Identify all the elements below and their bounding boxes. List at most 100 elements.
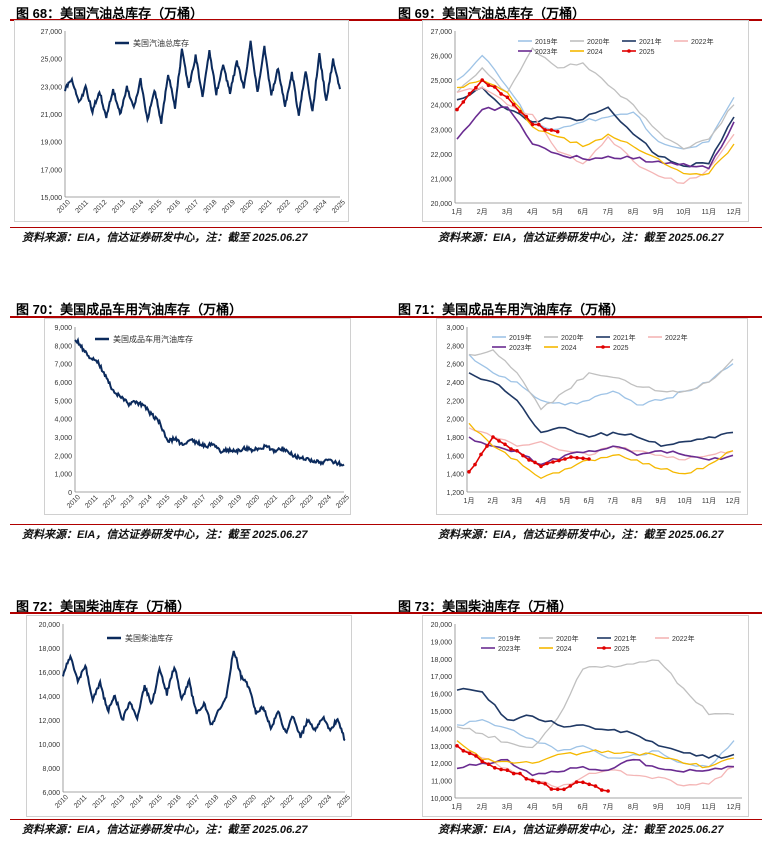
- legend-label: 2019年: [498, 634, 521, 643]
- y-tick-label: 1,000: [54, 472, 72, 479]
- source-note-73: 资料来源：EIA，信达证券研发中心，注：截至 2025.06.27: [438, 824, 724, 836]
- series-2025-point: [562, 787, 566, 792]
- x-tick-label: 6月: [577, 208, 588, 216]
- series-2025-point: [555, 787, 560, 792]
- y-tick-label: 6,000: [54, 380, 72, 387]
- x-tick-label: 9月: [653, 803, 664, 811]
- series-line-2021年: [456, 687, 735, 760]
- chart-70-panel: 0 1,000 2,000 3,000 4,000 5,000 6,000 7,000 8,00…: [44, 318, 351, 515]
- series-2025-point: [530, 778, 535, 783]
- legend-label: 2020年: [556, 634, 579, 643]
- y-tick-label: 26,000: [431, 54, 453, 61]
- x-tick-label: 2013: [110, 794, 126, 810]
- y-tick-label: 19,000: [431, 639, 453, 646]
- source-note-68: 资料来源：EIA，信达证券研发中心，注：截至 2025.06.27: [22, 232, 308, 244]
- series-line-2024: [468, 422, 734, 480]
- legend-label: 美国柴油库存: [125, 633, 173, 643]
- x-tick-label: 2013: [111, 199, 127, 215]
- series-2025-point: [539, 464, 543, 469]
- legend-marker: [602, 646, 606, 650]
- y-tick-label: 1,400: [446, 472, 464, 479]
- x-tick-label: 1月: [452, 803, 463, 811]
- series-2025-point: [581, 456, 585, 461]
- y-tick-label: 0: [68, 490, 72, 497]
- x-tick-label: 4月: [536, 497, 547, 505]
- series-line-2023年: [456, 758, 735, 777]
- x-tick-label: 2023: [294, 199, 310, 215]
- series-2025-point: [499, 767, 503, 772]
- x-tick-label: 3月: [502, 803, 513, 811]
- chart-68-panel: 15,000 17,000 19,000 21,000 23,000 25,000 27,0…: [14, 20, 349, 222]
- x-tick-label: 10月: [676, 208, 691, 216]
- x-tick-label: 2025: [331, 199, 347, 215]
- series-2025-point: [497, 439, 501, 443]
- x-tick-label: 3月: [502, 208, 513, 216]
- series-2025-point: [593, 784, 598, 788]
- chart-71: 1,200 1,400 1,600 1,800 2,000 2,200 2,400 2,600…: [446, 325, 741, 505]
- source-rule: [10, 524, 762, 525]
- series-2025-point: [574, 780, 579, 784]
- series-2025-point: [537, 122, 541, 127]
- y-tick-label: 7,000: [54, 362, 72, 369]
- x-tick-label: 2月: [488, 497, 499, 505]
- legend-label: 2022年: [672, 634, 695, 643]
- x-tick-label: 9月: [656, 497, 667, 505]
- series-2025-point: [537, 780, 541, 785]
- series-2025-point: [474, 754, 478, 758]
- y-tick-label: 15,000: [41, 195, 63, 202]
- y-tick-label: 22,000: [431, 152, 453, 159]
- series-line-2022年: [456, 745, 735, 789]
- x-tick-label: 2012: [93, 199, 109, 215]
- series-2025-point: [461, 749, 466, 753]
- x-tick-label: 2018: [209, 494, 225, 510]
- series-2025-point: [467, 91, 472, 96]
- series-2025-point: [455, 744, 459, 748]
- series-2025-point: [545, 461, 549, 466]
- y-tick-label: 2,600: [446, 362, 464, 369]
- y-tick-label: 8,000: [54, 343, 72, 350]
- x-tick-label: 2012: [102, 494, 118, 510]
- x-tick-label: 2020: [245, 494, 261, 510]
- x-tick-label: 9月: [653, 208, 664, 216]
- x-tick-label: 7月: [608, 497, 619, 505]
- y-tick-label: 2,400: [446, 380, 464, 387]
- x-tick-label: 2012: [92, 794, 108, 810]
- y-tick-label: 12,000: [39, 718, 61, 725]
- series-2025-point: [549, 128, 554, 132]
- x-tick-label: 2018: [203, 199, 219, 215]
- y-tick-label: 12,000: [431, 761, 453, 768]
- x-tick-label: 3月: [512, 497, 523, 505]
- y-tick-label: 23,000: [431, 127, 453, 134]
- series-2025-point: [533, 460, 537, 465]
- figure-68-title: 图 68：美国汽油总库存（万桶）: [16, 6, 204, 21]
- x-tick-label: 2023: [298, 794, 314, 810]
- legend-label: 美国成品车用汽油库存: [113, 334, 193, 344]
- series-2025-point: [467, 751, 472, 756]
- series-2025-point: [473, 462, 477, 467]
- legend-label: 2023年: [498, 644, 521, 653]
- series-2025-point: [474, 85, 478, 90]
- source-note-71: 资料来源：EIA，信达证券研发中心，注：截至 2025.06.27: [438, 529, 724, 541]
- legend-label: 2024: [587, 49, 603, 56]
- legend-label: 2024: [556, 646, 572, 653]
- series-2025-point: [486, 762, 491, 766]
- x-tick-label: 2013: [120, 494, 136, 510]
- figure-71-title: 图 71：美国成品车用汽油库存（万桶）: [398, 302, 625, 317]
- series-line-2021年: [456, 86, 735, 168]
- legend-label: 2019年: [509, 333, 532, 342]
- x-tick-label: 12月: [726, 497, 741, 505]
- series-line-2020年: [456, 47, 735, 150]
- x-tick-label: 2017: [191, 494, 207, 510]
- x-tick-label: 2022: [276, 199, 292, 215]
- y-tick-label: 21,000: [41, 112, 63, 119]
- x-tick-label: 10月: [678, 497, 693, 505]
- x-tick-label: 8月: [632, 497, 643, 505]
- series-2025-point: [509, 447, 513, 451]
- series-2025-point: [543, 128, 547, 132]
- x-tick-label: 10月: [676, 803, 691, 811]
- legend-label: 美国汽油总库存: [133, 38, 189, 48]
- x-tick-label: 2017: [184, 199, 200, 215]
- x-tick-label: 2015: [148, 794, 164, 810]
- x-tick-label: 7月: [603, 208, 614, 216]
- series-line-2024: [456, 740, 735, 769]
